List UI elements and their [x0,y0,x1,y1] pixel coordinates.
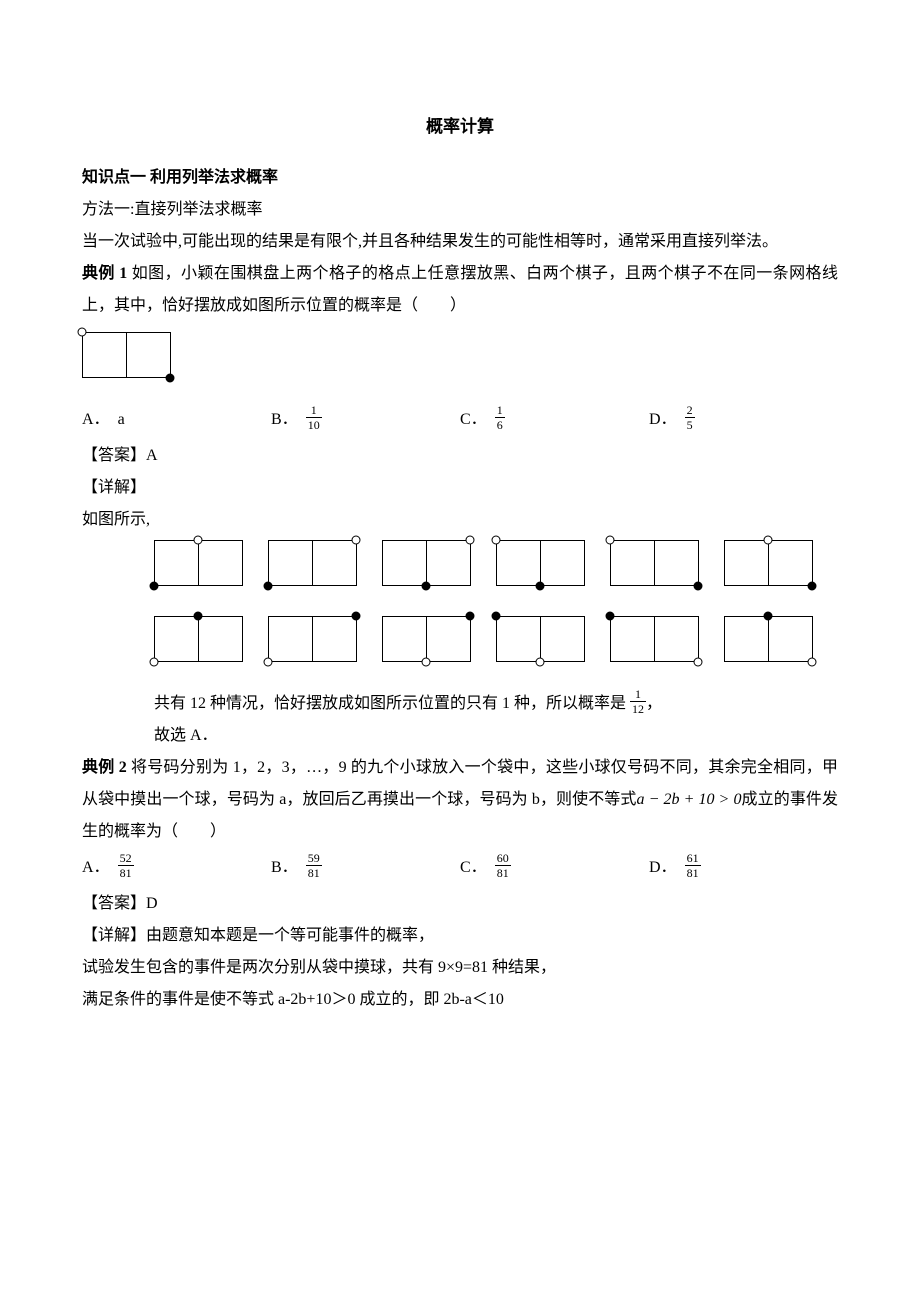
frac-den: 81 [306,865,322,879]
diagram-case [382,612,474,666]
section-1-head: 知识点一 利用列举法求概率 [82,162,838,194]
option-b-frac: 59 81 [306,852,322,879]
frac-num: 52 [118,852,134,865]
frac-num: 2 [685,404,695,417]
frac-num: 61 [685,852,701,865]
frac-num: 60 [495,852,511,865]
frac-den: 6 [495,417,505,431]
example-2-expr: a − 2b + 10 > 0 [637,791,742,808]
diagram-case [496,536,588,590]
example-2-label: 典例 2 [82,759,131,776]
example-2-detail: 【详解】由题意知本题是一个等可能事件的概率， [82,920,838,952]
example-1-label: 典例 1 [82,265,132,282]
option-a: A． a [82,404,271,436]
example-1-conclusion: 共有 12 种情况，恰好摆放成如图所示位置的只有 1 种，所以概率是 1 12 … [154,688,838,720]
option-b: B． 59 81 [271,852,460,884]
frac-num: 59 [306,852,322,865]
frac-den: 10 [306,417,322,431]
diagram-case [724,612,816,666]
diagram-case [154,612,246,666]
option-c: C． 1 6 [460,404,649,436]
frac-den: 81 [118,865,134,879]
example-2-line3: 满足条件的事件是使不等式 a-2b+10＞0 成立的，即 2b-a＜10 [82,984,838,1016]
example-1-answer: 【答案】A [82,440,838,472]
example-1-so: 故选 A． [154,720,838,752]
option-a-label: A． [82,852,110,884]
option-d-label: D． [649,404,677,436]
option-d-label: D． [649,852,677,884]
option-d-frac: 2 5 [685,404,695,431]
diagram-case [382,536,474,590]
option-b-frac: 1 10 [306,404,322,431]
option-a: A． 52 81 [82,852,271,884]
example-2-answer: 【答案】D [82,888,838,920]
option-a-value: a [118,404,125,436]
frac-num: 1 [495,404,505,417]
option-b-label: B． [271,852,298,884]
diagram-case [724,536,816,590]
example-2-line2: 试验发生包含的事件是两次分别从袋中摸球，共有 9×9=81 种结果， [82,952,838,984]
diagram-case [610,612,702,666]
method-1-label: 方法一:直接列举法求概率 [82,194,838,226]
option-c-frac: 1 6 [495,404,505,431]
option-b: B． 1 10 [271,404,460,436]
conclusion-prefix: 共有 12 种情况，恰好摆放成如图所示位置的只有 1 种，所以概率是 [154,695,626,712]
diagram-case [268,612,360,666]
frac-den: 81 [685,865,701,879]
frac-num: 1 [630,688,646,701]
example-2-text: 典例 2 将号码分别为 1，2，3，…，9 的九个小球放入一个袋中，这些小球仅号… [82,752,838,848]
example-1-options: A． a B． 1 10 C． 1 6 D． 2 5 [82,404,838,436]
option-b-label: B． [271,404,298,436]
page-title: 概率计算 [82,110,838,144]
method-1-body: 当一次试验中,可能出现的结果是有限个,并且各种结果发生的可能性相等时，通常采用直… [82,226,838,258]
conclusion-suffix: ， [646,695,662,712]
frac-den: 5 [685,417,695,431]
option-d: D． 2 5 [649,404,838,436]
example-1-detail-line1: 如图所示, [82,504,838,536]
option-a-frac: 52 81 [118,852,134,879]
option-c-label: C． [460,404,487,436]
diagram-row-1 [154,536,838,590]
example-1-detail-head: 【详解】 [82,472,838,504]
diagram-case [610,536,702,590]
frac-den: 81 [495,865,511,879]
diagram-case [268,536,360,590]
option-c-label: C． [460,852,487,884]
frac-den: 12 [630,701,646,715]
option-a-label: A． [82,404,110,436]
diagram-case [496,612,588,666]
option-d: D． 61 81 [649,852,838,884]
diagram-row-2 [154,612,838,666]
conclusion-frac: 1 12 [630,688,646,715]
example-2-options: A． 52 81 B． 59 81 C． 60 81 D． 61 81 [82,852,838,884]
option-c: C． 60 81 [460,852,649,884]
example-1-text: 典例 1 如图，小颖在围棋盘上两个格子的格点上任意摆放黑、白两个棋子，且两个棋子… [82,258,838,322]
frac-num: 1 [306,404,322,417]
option-d-frac: 61 81 [685,852,701,879]
example-1-figure [82,328,838,394]
example-1-body: 如图，小颖在围棋盘上两个格子的格点上任意摆放黑、白两个棋子，且两个棋子不在同一条… [82,265,838,314]
diagram-case [154,536,246,590]
option-c-frac: 60 81 [495,852,511,879]
